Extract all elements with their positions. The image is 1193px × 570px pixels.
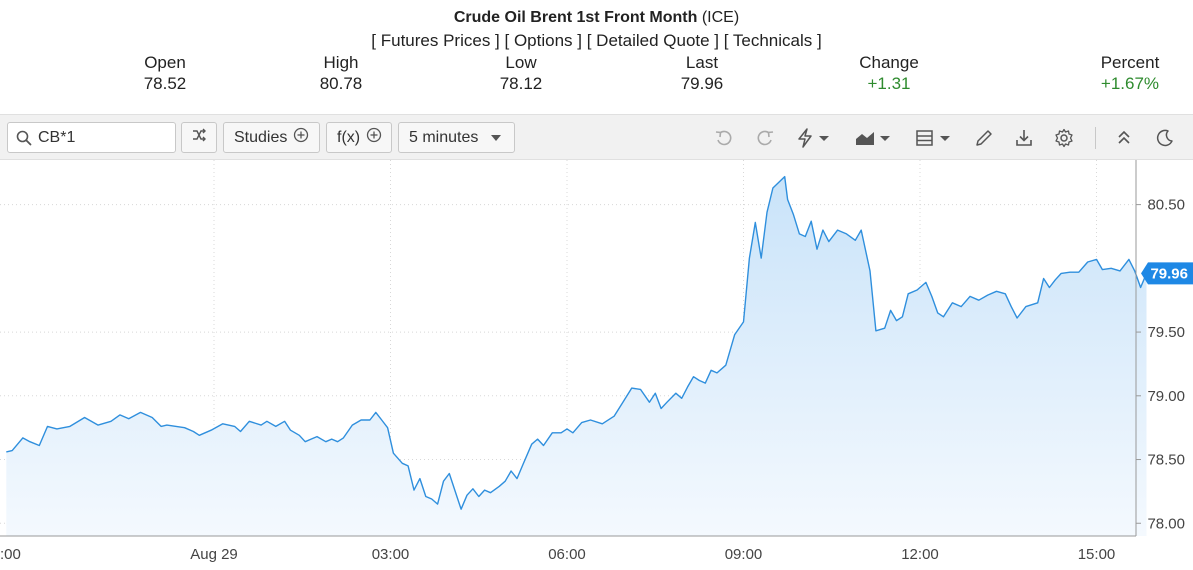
interval-select[interactable]: 5 minutes xyxy=(398,122,515,153)
series-area xyxy=(6,176,1147,536)
x-tick-label: :00 xyxy=(0,546,21,563)
plus-circle-icon xyxy=(293,127,309,148)
download-icon[interactable] xyxy=(1014,127,1034,149)
stat-last: Last 79.96 xyxy=(675,52,729,94)
stat-label: High xyxy=(323,53,359,72)
y-tick-label: 79.00 xyxy=(1147,388,1185,405)
series-line xyxy=(6,175,1148,510)
caret-down-icon xyxy=(490,129,502,147)
y-tick-label: 79.50 xyxy=(1147,324,1185,341)
stat-percent: Percent +1.67% xyxy=(1090,52,1170,94)
function-button[interactable]: f(x) xyxy=(326,122,392,153)
area-chart-icon[interactable] xyxy=(854,127,894,149)
x-tick-label: 15:00 xyxy=(1078,546,1116,563)
quote-title-row: Crude Oil Brent 1st Front Month (ICE) xyxy=(0,9,1193,27)
axis-layer: 78.00 78.50 79.00 79.50 80.50 :00 Aug 29 03:00 0… xyxy=(0,160,1193,563)
stat-change: Change +1.31 xyxy=(850,52,928,94)
symbol-search[interactable] xyxy=(7,122,176,153)
stat-label: Percent xyxy=(1100,53,1160,72)
stat-value: 78.52 xyxy=(143,74,187,93)
quote-header: Crude Oil Brent 1st Front Month (ICE) [ … xyxy=(0,0,1193,112)
chart-toolbar: Studies f(x) 5 minutes xyxy=(0,114,1193,160)
moon-icon[interactable] xyxy=(1155,127,1175,149)
studies-button[interactable]: Studies xyxy=(223,122,320,153)
stat-value: 80.78 xyxy=(319,74,363,93)
exchange-label: (ICE) xyxy=(701,9,740,26)
x-tick-label: 06:00 xyxy=(548,546,586,563)
link-technicals[interactable]: Technicals xyxy=(732,31,813,50)
x-tick-label: 03:00 xyxy=(372,546,410,563)
compare-shuffle-button[interactable] xyxy=(181,122,217,153)
quote-links: [ Futures Prices ] [ Options ] [ Detaile… xyxy=(371,31,822,50)
stat-label: Open xyxy=(144,53,186,72)
stat-low: Low 78.12 xyxy=(494,52,548,94)
stat-value: +1.31 xyxy=(867,74,911,93)
undo-icon[interactable] xyxy=(714,127,734,149)
fx-label: f(x) xyxy=(337,128,361,146)
series-layer xyxy=(6,175,1148,536)
chart-svg: 78.00 78.50 79.00 79.50 80.50 :00 Aug 29 03:00 0… xyxy=(0,160,1193,563)
x-tick-label: 12:00 xyxy=(901,546,939,563)
link-futures-prices[interactable]: Futures Prices xyxy=(380,31,491,50)
x-tick-label: Aug 29 xyxy=(190,546,238,563)
stat-label: Change xyxy=(859,53,919,72)
y-tick-label: 80.50 xyxy=(1147,197,1185,214)
pencil-icon[interactable] xyxy=(974,127,994,149)
stat-value: +1.67% xyxy=(1100,74,1160,93)
lightning-icon[interactable] xyxy=(795,127,833,149)
gear-icon[interactable] xyxy=(1054,127,1074,149)
stat-label: Low xyxy=(505,53,537,72)
y-tick-label: 78.50 xyxy=(1147,452,1185,469)
interval-label: 5 minutes xyxy=(409,128,479,146)
y-tick-label: 78.00 xyxy=(1147,515,1185,532)
link-options[interactable]: Options xyxy=(513,31,573,50)
collapse-icon[interactable] xyxy=(1115,127,1133,149)
instrument-title: Crude Oil Brent 1st Front Month xyxy=(453,9,698,26)
toolbar-divider xyxy=(1095,127,1096,149)
x-tick-label: 09:00 xyxy=(725,546,763,563)
stat-value: 78.12 xyxy=(499,74,543,93)
stat-value: 79.96 xyxy=(680,74,724,93)
link-detailed-quote[interactable]: Detailed Quote xyxy=(596,31,710,50)
search-icon xyxy=(16,130,32,146)
stat-open: Open 78.52 xyxy=(138,52,192,94)
shuffle-icon xyxy=(191,127,207,148)
price-chart[interactable]: 78.00 78.50 79.00 79.50 80.50 :00 Aug 29 03:00 0… xyxy=(0,160,1193,565)
stat-high: High 80.78 xyxy=(314,52,368,94)
layout-icon[interactable] xyxy=(914,127,954,149)
plus-circle-icon xyxy=(366,127,382,148)
studies-label: Studies xyxy=(234,128,288,146)
symbol-input[interactable] xyxy=(38,128,158,147)
last-price-label: 79.96 xyxy=(1150,265,1188,282)
stat-label: Last xyxy=(685,53,719,72)
last-price-tag xyxy=(1141,262,1193,285)
redo-icon[interactable] xyxy=(755,127,775,149)
